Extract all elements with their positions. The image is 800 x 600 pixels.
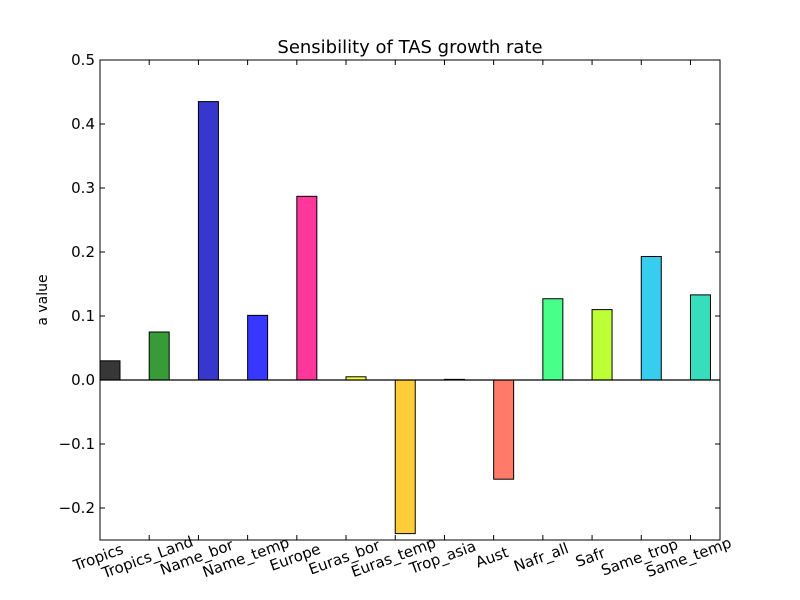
bar-same-trop [640,255,662,381]
y-tick-label: −0.2 [59,499,95,517]
x-tick-label: Nafr_all [511,539,571,576]
bar-aust [493,379,515,480]
bar-tropics-land [148,331,170,381]
bar-nafr-all [542,298,564,381]
y-tick-label: 0.4 [71,115,95,133]
y-tick-label: 0.2 [71,243,95,261]
bar-euras-temp [394,379,416,535]
y-tick-label: 0.5 [71,51,95,69]
bars [99,101,711,535]
chart-title: Sensibility of TAS growth rate [277,37,542,58]
y-tick-label: −0.1 [59,435,95,453]
bar-name-bor [197,101,219,381]
bar-tropics [99,360,121,381]
bar-europe [296,195,318,381]
x-tick-label: Aust [473,543,511,571]
bar-name-temp [247,314,269,381]
y-tick-label: 0.0 [71,371,95,389]
bar-same-temp [689,294,711,381]
y-axis-label: a value [35,274,51,325]
bar-safr [591,309,613,381]
plot-frame [99,59,721,541]
y-tick-label: 0.3 [71,179,95,197]
y-tick-label: 0.1 [71,307,95,325]
